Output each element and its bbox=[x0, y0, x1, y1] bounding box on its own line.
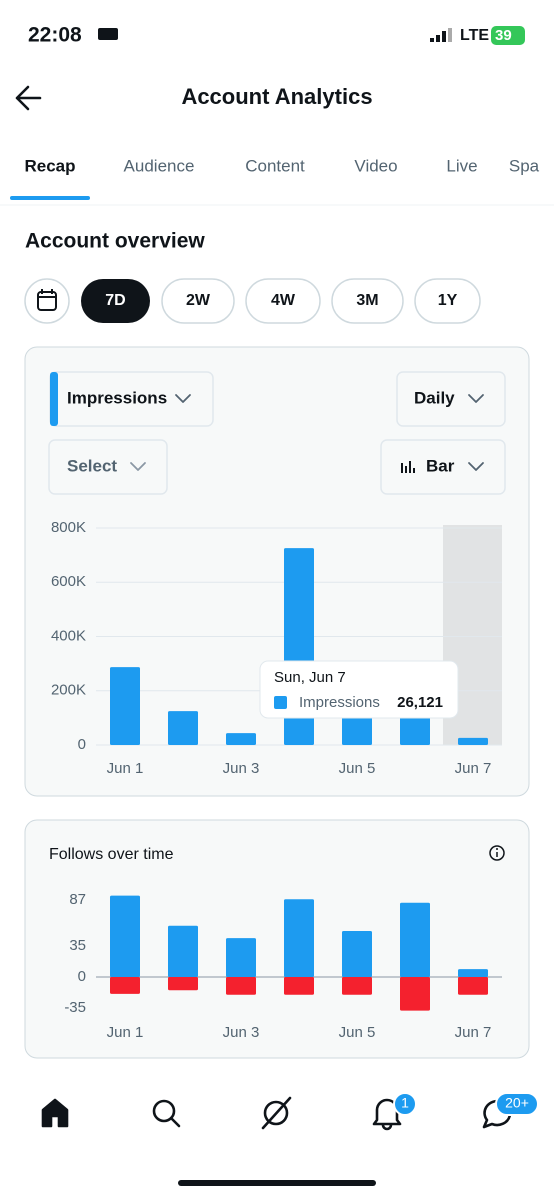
alerts-badge bbox=[393, 1092, 417, 1116]
y-tick-label: -35 bbox=[64, 999, 86, 1016]
range-label: 2W bbox=[186, 292, 211, 309]
grok-tab[interactable] bbox=[261, 1096, 292, 1130]
bar bbox=[110, 667, 140, 745]
metric-color bbox=[50, 372, 58, 426]
metric-label: Impressions bbox=[67, 388, 167, 407]
battery-level: 39 bbox=[495, 27, 512, 44]
sleep-icon bbox=[98, 28, 118, 40]
range-chip[interactable] bbox=[81, 279, 150, 323]
bar bbox=[458, 969, 488, 978]
interval-label: Daily bbox=[414, 388, 455, 407]
home-indicator bbox=[178, 1180, 376, 1186]
y-tick-label: 35 bbox=[69, 937, 86, 954]
tooltip-series: Impressions bbox=[299, 694, 380, 711]
bar bbox=[110, 895, 140, 978]
bar bbox=[168, 977, 198, 991]
y-tick-label: 200K bbox=[51, 682, 86, 699]
chart-kind-label: Bar bbox=[426, 456, 455, 475]
page-title: Account Analytics bbox=[181, 84, 372, 109]
x-tick-label: Jun 1 bbox=[107, 760, 144, 777]
chevron bbox=[468, 462, 484, 471]
range-label: 3M bbox=[356, 292, 378, 309]
tab[interactable]: Spa bbox=[509, 156, 540, 175]
calendar-button[interactable] bbox=[24, 278, 70, 324]
alerts-count: 1 bbox=[401, 1095, 409, 1111]
y-tick-label: 87 bbox=[69, 891, 86, 908]
tooltip: Sun, Jun 7 Impressions 26,121 bbox=[259, 660, 459, 719]
y-tick-label: 0 bbox=[78, 736, 86, 753]
chart-kind-dropdown[interactable] bbox=[380, 439, 506, 495]
search-tab[interactable] bbox=[152, 1099, 181, 1128]
tooltip-title: Sun, Jun 7 bbox=[274, 669, 346, 686]
tab[interactable]: Content bbox=[245, 156, 305, 175]
messages-count: 20+ bbox=[505, 1095, 529, 1111]
range-chip[interactable] bbox=[245, 278, 321, 324]
compare-label: Select bbox=[67, 456, 117, 475]
range-label: 7D bbox=[105, 292, 125, 309]
bar bbox=[284, 899, 314, 978]
x-tick-label: Jun 7 bbox=[455, 1024, 492, 1041]
tab[interactable]: Audience bbox=[124, 156, 195, 175]
signal bbox=[430, 28, 452, 42]
bar bbox=[168, 711, 198, 745]
compare-dropdown[interactable] bbox=[48, 439, 168, 495]
tab[interactable]: Video bbox=[354, 156, 397, 175]
bar bbox=[342, 931, 372, 978]
info-icon[interactable] bbox=[489, 845, 505, 861]
x-tick-label: Jun 3 bbox=[223, 1024, 260, 1041]
tooltip-box bbox=[259, 660, 459, 719]
home-tab[interactable] bbox=[41, 1098, 69, 1128]
bar bbox=[400, 712, 430, 745]
range-label: 1Y bbox=[438, 292, 458, 309]
y-tick-label: 0 bbox=[78, 968, 86, 985]
chevron bbox=[175, 394, 191, 403]
x-tick-label: Jun 1 bbox=[107, 1024, 144, 1041]
chart-title: Follows over time bbox=[49, 846, 174, 863]
clock: 22:08 bbox=[28, 24, 82, 47]
bar bbox=[110, 977, 140, 994]
section-title: Account overview bbox=[25, 230, 205, 253]
bar bbox=[400, 977, 430, 1011]
tab[interactable]: Live bbox=[446, 156, 477, 175]
back-button[interactable] bbox=[15, 85, 42, 111]
tooltip-swatch bbox=[274, 696, 287, 709]
x-tick-label: Jun 5 bbox=[339, 760, 376, 777]
interval-dropdown[interactable] bbox=[396, 371, 506, 427]
chevron bbox=[130, 462, 146, 471]
range-label: 4W bbox=[271, 292, 296, 309]
bar bbox=[168, 925, 198, 978]
bar bbox=[226, 977, 256, 995]
bar-icon bbox=[401, 461, 415, 473]
bar bbox=[342, 977, 372, 995]
bar bbox=[400, 902, 430, 978]
y-tick-label: 800K bbox=[51, 519, 86, 536]
y-tick-label: 400K bbox=[51, 627, 86, 644]
range-chip[interactable] bbox=[331, 278, 404, 324]
tab[interactable]: Recap bbox=[24, 156, 75, 175]
tab-indicator bbox=[10, 196, 90, 200]
battery bbox=[491, 26, 525, 45]
bar bbox=[458, 977, 488, 995]
bar bbox=[226, 938, 256, 978]
y-tick-label: 600K bbox=[51, 573, 86, 590]
notifications-tab[interactable] bbox=[372, 1098, 402, 1131]
bar bbox=[284, 977, 314, 995]
network: LTE bbox=[460, 27, 489, 44]
bar bbox=[458, 737, 488, 745]
tooltip-value: 26,121 bbox=[397, 694, 443, 711]
x-tick-label: Jun 7 bbox=[455, 760, 492, 777]
calendar-icon bbox=[37, 289, 57, 311]
x-tick-label: Jun 5 bbox=[339, 1024, 376, 1041]
chevron bbox=[468, 394, 484, 403]
range-chip[interactable] bbox=[161, 278, 235, 324]
messages-badge bbox=[495, 1092, 539, 1116]
bar bbox=[226, 733, 256, 745]
x-tick-label: Jun 3 bbox=[223, 760, 260, 777]
range-chip[interactable] bbox=[414, 278, 481, 324]
